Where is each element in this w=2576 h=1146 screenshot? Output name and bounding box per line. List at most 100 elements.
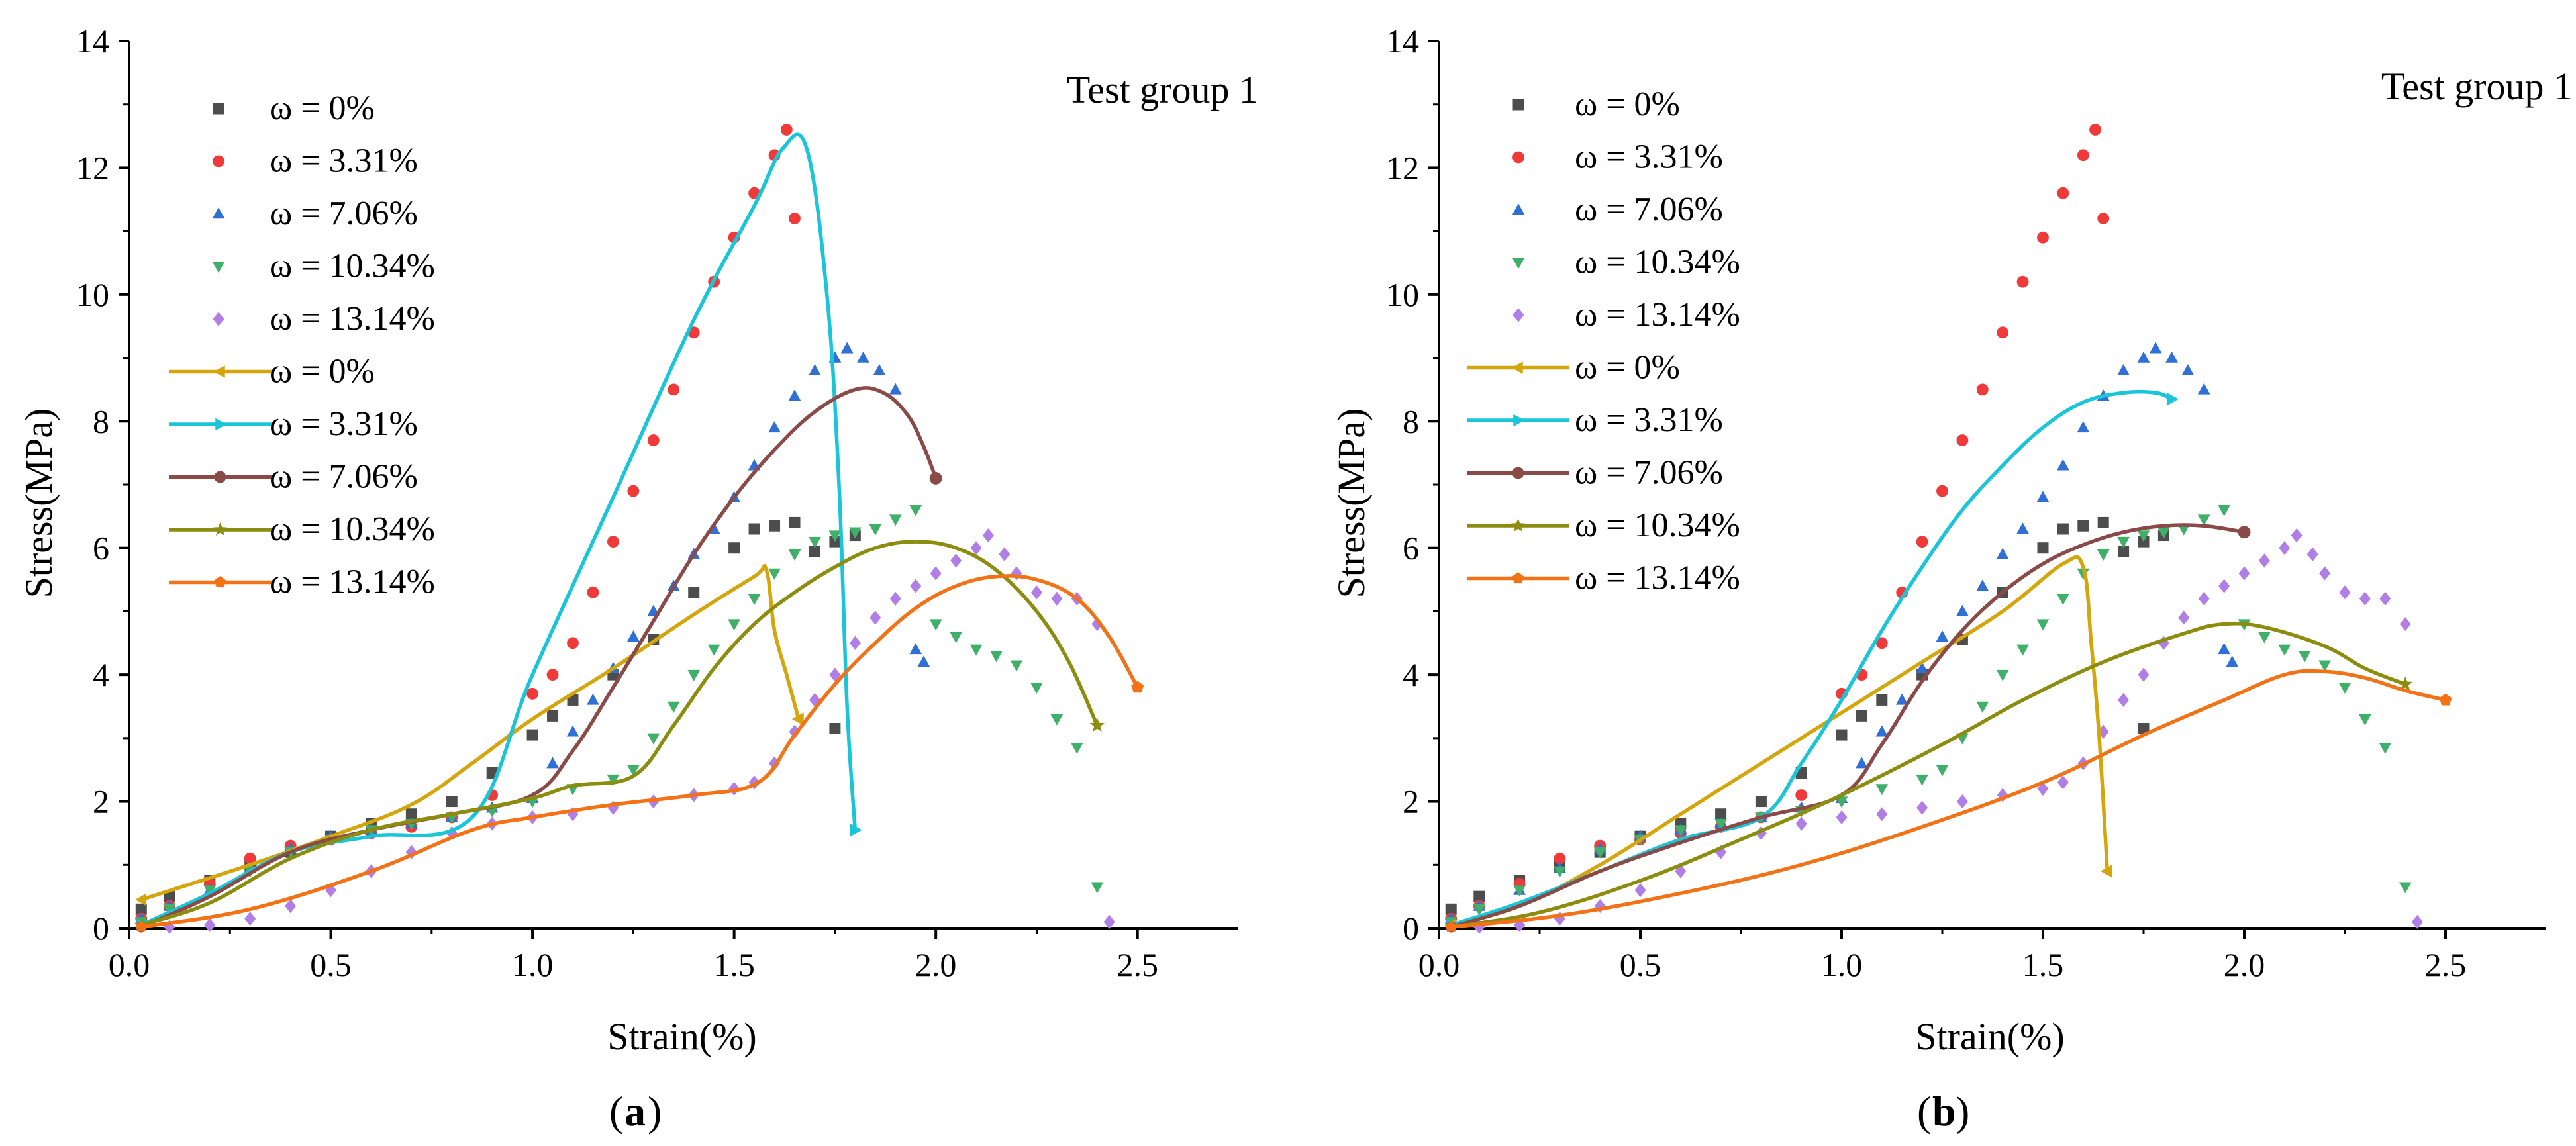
panel-a-xtick-label: 0.5 — [310, 946, 352, 983]
panel-a-scatter-point — [873, 363, 886, 375]
panel-a-scatter-point — [982, 528, 994, 543]
panel-b-scatter-point — [2258, 632, 2271, 644]
panel-b-scatter-point — [1916, 774, 1928, 786]
panel-a-scatter-point — [728, 619, 740, 631]
panel-b-scatter-point — [2057, 594, 2069, 606]
panel-a-scatter-point — [809, 536, 821, 548]
panel-b-scatter-point — [1714, 818, 1727, 830]
panel-b-legend-marker — [1512, 467, 1524, 479]
panel-b-scatter-point — [1554, 852, 1566, 865]
panel-b-scatter-point — [2218, 505, 2230, 517]
panel-b-scatter-point — [1876, 694, 1888, 706]
panel-b-scatter-point — [2226, 655, 2239, 667]
panel-b-scatter-point — [2138, 723, 2150, 734]
panel-b-legend-label: ω = 10.34% — [1575, 506, 1740, 544]
panel-a-scatter-point — [1010, 660, 1023, 672]
panel-a-scatter-point — [788, 389, 801, 401]
panel-a-scatter-point — [788, 549, 801, 561]
panel-b-scatter-point — [1976, 383, 1989, 396]
panel-a-scatter-point — [526, 687, 539, 700]
panel-a-scatter-point — [789, 213, 801, 224]
panel-a-scatter-point — [244, 912, 256, 926]
panel-b-scatter-point — [1956, 794, 1968, 809]
panel-b-ylabel: Stress(MPa) — [1330, 408, 1373, 598]
panel-b-scatter-point — [2089, 124, 2101, 136]
panel-a-scatter-point — [647, 733, 660, 745]
panel-b-scatter-point — [1875, 784, 1889, 796]
panel-b-xtick-label: 1.5 — [2022, 946, 2064, 983]
panel-a-scatter-point — [728, 542, 740, 554]
panel-a-scatter-point — [1051, 591, 1063, 606]
panel-b-scatter-point — [2399, 882, 2412, 894]
panel-a-scatter-point — [840, 342, 854, 354]
panel-a-scatter-point — [688, 587, 700, 598]
panel-b-legend-label: ω = 0% — [1575, 349, 1680, 387]
panel-b-scatter-point — [1856, 757, 1868, 769]
panel-b-ytick-label: 12 — [1386, 149, 1419, 186]
panel-b-scatter-point — [2117, 363, 2130, 375]
panel-a-scatter-point — [647, 434, 660, 446]
panel-a-scatter-point — [547, 710, 559, 722]
panel-b-scatter-point — [2138, 667, 2150, 682]
panel-a-legend-marker — [215, 418, 227, 431]
panel-b-scatter-point — [2379, 742, 2392, 754]
panel-a-scatter-point — [910, 579, 922, 593]
panel-b: Test group 1 Strain(%) Stress(MPa) ( b ) — [1330, 65, 2573, 1135]
panel-a-scatter-point — [285, 898, 297, 914]
panel-a-scatter-point — [567, 637, 579, 649]
panel-b-scatter-point — [2379, 591, 2391, 606]
panel-b-scatter-point — [2036, 491, 2050, 502]
panel-b-scatter-point — [1997, 326, 2009, 339]
panel-b-scatter-point — [2319, 566, 2331, 581]
panel-b-scatter-point — [2157, 527, 2170, 539]
panel-b-scatter-point — [2016, 522, 2029, 534]
panel-a-fit-endpoint — [135, 921, 147, 932]
panel-a-legend-label: ω = 13.14% — [270, 563, 435, 601]
panel-a-xtick-label: 1.0 — [512, 946, 554, 983]
panel-b-fit-endpoint — [2238, 526, 2251, 539]
panel-a-fit-line-1 — [139, 132, 858, 927]
panel-a-scatter-point — [849, 636, 861, 650]
panel-b-scatter-point — [2338, 683, 2352, 694]
panel-b-legend-label: ω = 0% — [1575, 85, 1680, 123]
panel-a-scatter-point — [164, 890, 175, 902]
panel-a-ytick-label: 4 — [93, 656, 109, 693]
panel-b-scatter-point — [1936, 630, 1949, 642]
panel-b-scatter-point — [2077, 421, 2090, 433]
panel-b-fit-endpoint — [1445, 921, 1457, 932]
panel-a-ytick-label: 12 — [76, 149, 109, 186]
panel-b-scatter-point — [2118, 692, 2130, 708]
panel-a-xtick-label: 2.5 — [1116, 946, 1158, 983]
plots: 0.0 0.5 1.0 1.5 2.0 2.5 0 2 4 6 8 10 12 14 ω = 0% ω = 3… — [76, 23, 2546, 983]
panel-a-plot: 0.0 0.5 1.0 1.5 2.0 2.5 0 2 4 6 8 10 12 14 ω = 0% ω = 3… — [76, 23, 1238, 983]
panel-b-scatter-point — [2197, 514, 2210, 526]
panel-a-scatter-point — [950, 553, 962, 568]
panel-a-scatter-point — [446, 796, 458, 808]
panel-b-xlabel: Strain(%) — [1915, 1015, 2065, 1058]
panel-a-scatter-point — [627, 630, 640, 642]
panel-a-scatter-point — [889, 383, 902, 395]
panel-b-scatter-point — [1876, 807, 1888, 822]
panel-b-xtick-label: 0.5 — [1620, 946, 1661, 983]
panel-a-scatter-point — [546, 757, 559, 769]
panel-b-plot: 0.0 0.5 1.0 1.5 2.0 2.5 0 2 4 6 8 10 12 14 ω = 0% ω = 3… — [1386, 23, 2546, 983]
panel-a-legend-marker — [213, 155, 224, 167]
panel-b-scatter-point — [2359, 591, 2371, 606]
panel-b-fit-endpoint — [2439, 693, 2452, 706]
panel-a-fit-endpoint — [850, 823, 862, 837]
panel-a-scatter-point — [546, 669, 559, 681]
panel-a-legend-marker — [214, 471, 226, 483]
panel-a-scatter-point — [748, 594, 761, 606]
panel-a-ylabel: Stress(MPa) — [17, 408, 60, 598]
panel-a-scatter-point — [909, 505, 922, 517]
panel-b-ytick-label: 2 — [1403, 783, 1419, 820]
panel-b-scatter-point — [2037, 231, 2049, 244]
panel-b-scatter-point — [2278, 644, 2291, 656]
panel-b-legend-label: ω = 3.31% — [1575, 138, 1723, 176]
panel-a-legend: ω = 0% ω = 3.31% ω = 7.06% ω = 10.34% ω = 13… — [169, 89, 435, 601]
panel-b-scatter-point — [2118, 546, 2130, 557]
panel-b-legend-label: ω = 3.31% — [1575, 401, 1723, 439]
panel-a-scatter-point — [909, 643, 922, 655]
panel-b-scatter-point — [2149, 342, 2162, 354]
